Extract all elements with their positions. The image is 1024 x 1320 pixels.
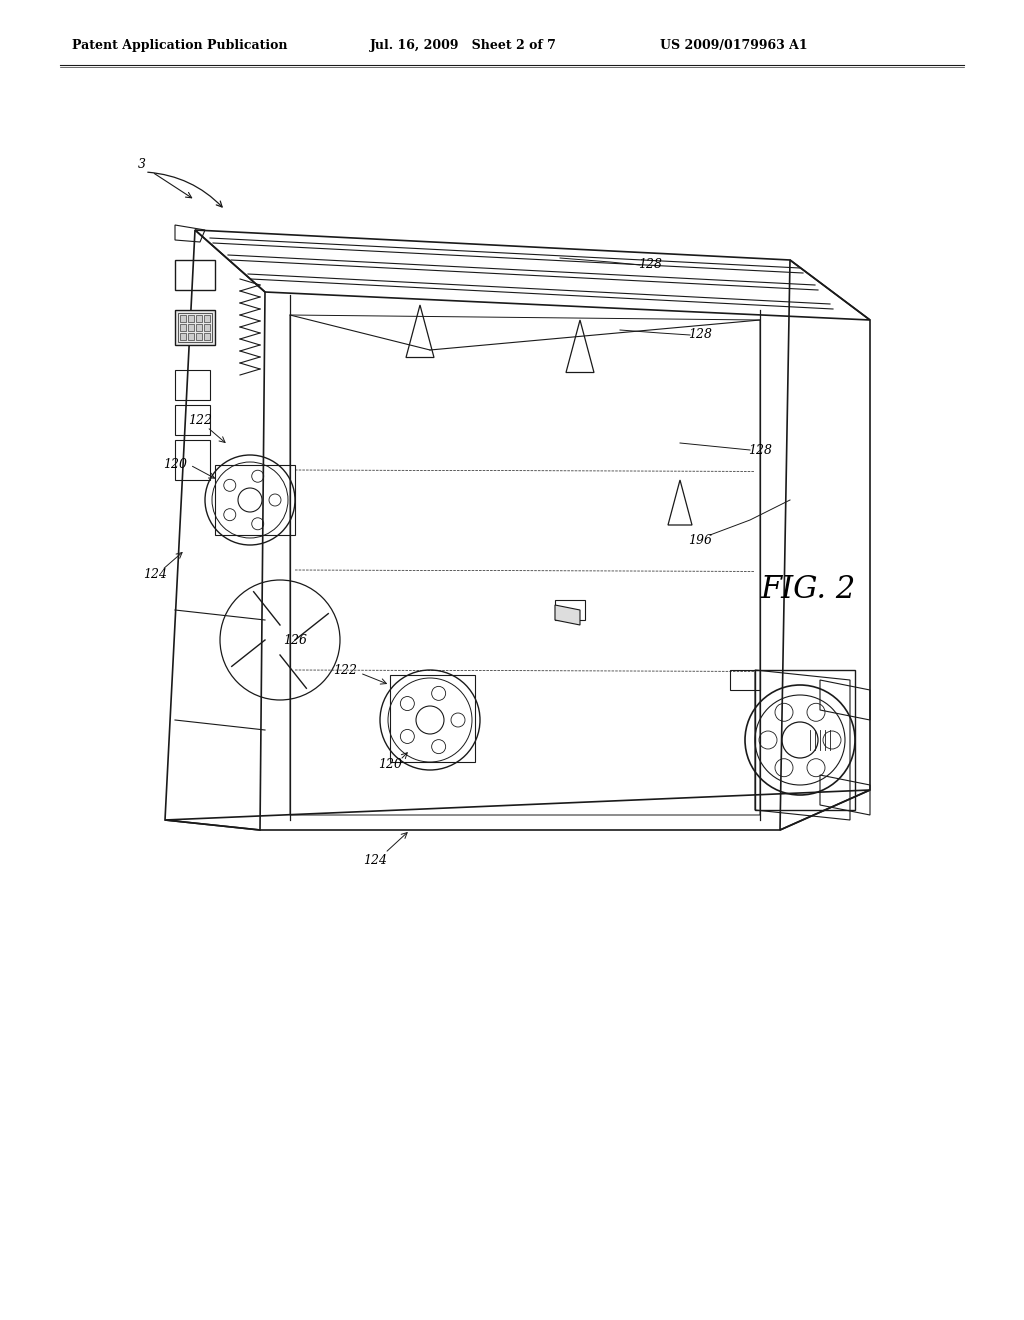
Polygon shape bbox=[188, 333, 194, 341]
Polygon shape bbox=[175, 310, 215, 345]
Text: 124: 124 bbox=[362, 854, 387, 866]
Text: Jul. 16, 2009   Sheet 2 of 7: Jul. 16, 2009 Sheet 2 of 7 bbox=[370, 40, 557, 51]
Polygon shape bbox=[406, 305, 434, 358]
Text: 3: 3 bbox=[138, 158, 146, 172]
Text: 124: 124 bbox=[143, 569, 167, 582]
Polygon shape bbox=[204, 315, 210, 322]
Polygon shape bbox=[188, 315, 194, 322]
Polygon shape bbox=[180, 323, 186, 331]
Polygon shape bbox=[668, 480, 692, 525]
Text: 122: 122 bbox=[188, 413, 212, 426]
Text: FIG. 2: FIG. 2 bbox=[760, 574, 855, 606]
Polygon shape bbox=[188, 323, 194, 331]
Polygon shape bbox=[204, 323, 210, 331]
Text: US 2009/0179963 A1: US 2009/0179963 A1 bbox=[660, 40, 808, 51]
Polygon shape bbox=[196, 333, 202, 341]
Polygon shape bbox=[196, 323, 202, 331]
Polygon shape bbox=[204, 333, 210, 341]
Polygon shape bbox=[555, 605, 580, 624]
Text: 126: 126 bbox=[283, 634, 307, 647]
Text: 122: 122 bbox=[333, 664, 357, 676]
Text: 120: 120 bbox=[378, 759, 402, 771]
Text: 128: 128 bbox=[748, 444, 772, 457]
Polygon shape bbox=[180, 333, 186, 341]
Polygon shape bbox=[180, 315, 186, 322]
Text: 196: 196 bbox=[688, 533, 712, 546]
Text: Patent Application Publication: Patent Application Publication bbox=[72, 40, 288, 51]
Text: 128: 128 bbox=[638, 259, 662, 272]
Polygon shape bbox=[566, 319, 594, 372]
Text: 128: 128 bbox=[688, 329, 712, 342]
Polygon shape bbox=[196, 315, 202, 322]
Text: 120: 120 bbox=[163, 458, 187, 471]
